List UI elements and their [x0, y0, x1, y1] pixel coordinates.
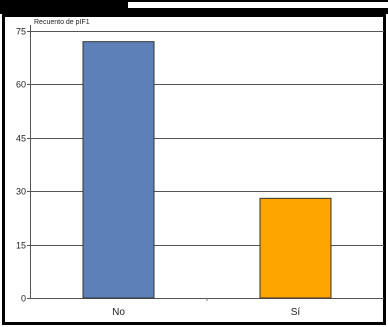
labels-layer: 0 15 30 45 60 75 No Sí: [16, 27, 300, 319]
y-tick-label-75: 75: [16, 27, 26, 37]
x-tick-label-No: No: [112, 307, 125, 318]
bar-Sí: [259, 197, 332, 299]
x-tick-label-Sí: Sí: [291, 307, 301, 318]
bar-No: [82, 41, 155, 299]
y-tick-label-0: 0: [21, 294, 26, 304]
y-tick-label-60: 60: [16, 80, 26, 90]
top-band-gap: [128, 2, 388, 8]
y-tick-label-45: 45: [16, 134, 26, 144]
y-tick-label-15: 15: [16, 241, 26, 251]
y-axis-label: Recuento de pIF1: [34, 19, 90, 26]
bars-layer: [82, 41, 332, 299]
y-tick-label-30: 30: [16, 187, 26, 197]
